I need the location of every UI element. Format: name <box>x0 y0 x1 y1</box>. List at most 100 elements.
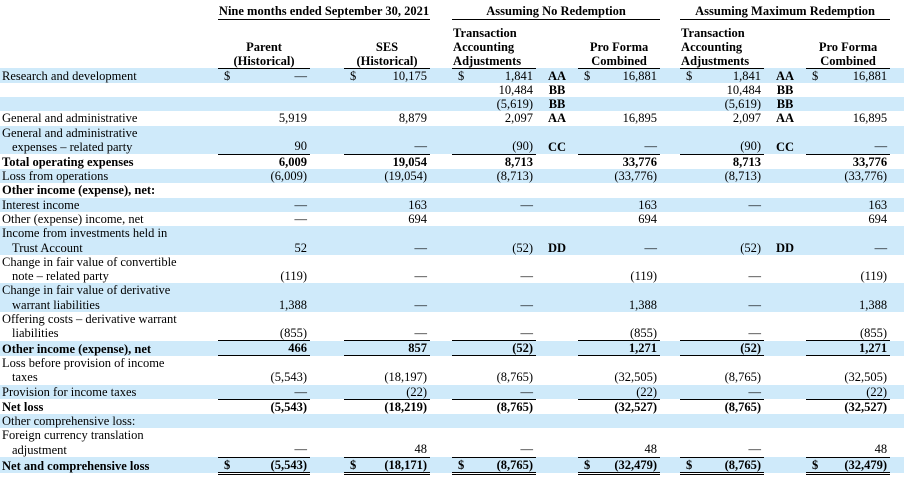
cell-proforma-1-dollar <box>578 97 597 112</box>
column-gap <box>660 183 680 197</box>
scenario-no-redemption-header: Assuming No Redemption <box>452 0 661 20</box>
right-margin-spacer <box>890 83 904 97</box>
cell-adjustments-1-dollar: $ <box>452 68 473 83</box>
adjustment-ref-1 <box>536 312 578 341</box>
cell-ses-dollar <box>344 83 362 97</box>
cell-adjustments-2: (8,765) <box>700 457 765 475</box>
adjustment-ref-2 <box>764 384 807 400</box>
cell-proforma-2-dollar <box>806 255 824 284</box>
right-margin-spacer <box>890 384 904 400</box>
cell-adjustments-1: — <box>472 312 537 342</box>
cell-parent: 5,919 <box>278 111 307 126</box>
cell-adjustments-1-dollar <box>452 428 473 458</box>
column-gap <box>430 255 452 284</box>
cell-proforma-1: 16,895 <box>622 111 658 126</box>
cell-adjustments-1-dollar <box>452 111 472 125</box>
cell-proforma-2: 48 <box>824 428 891 458</box>
cell-parent: — <box>240 197 310 212</box>
column-gap <box>430 457 453 474</box>
cell-proforma-2-dollar <box>806 414 825 429</box>
cell-adjustments-1: — <box>472 428 537 458</box>
cell-adjustments-2-dollar <box>680 183 700 197</box>
column-gap <box>430 97 453 112</box>
cell-adjustments-1: — <box>472 283 537 313</box>
cell-parent-dollar <box>218 183 240 197</box>
right-margin-spacer <box>890 183 904 197</box>
cell-parent-dollar <box>218 414 240 429</box>
row-label: General and administrative expenses – rel… <box>0 125 218 155</box>
adjustment-ref-2: DD <box>764 226 807 255</box>
column-gap <box>310 457 344 474</box>
table-row: Net loss (5,543) (18,219) (8,765) (32,527) (8… <box>0 399 904 414</box>
cell-proforma-2-dollar <box>806 183 824 197</box>
cell-proforma-1: (32,479) <box>596 457 661 475</box>
header-label-spacer <box>0 19 218 68</box>
cell-parent-dollar <box>218 154 240 169</box>
cell-proforma-1: 33,776 <box>622 154 658 169</box>
column-gap <box>310 83 344 97</box>
column-gap <box>310 197 344 212</box>
adjustment-ref-2 <box>764 356 806 385</box>
adjustment-ref-1 <box>536 154 578 169</box>
cell-proforma-2: (22) <box>824 384 891 400</box>
adjustment-ref-2: CC <box>764 125 807 155</box>
cell-adjustments-1: — <box>520 269 534 284</box>
cell-proforma-2-dollar <box>806 154 824 169</box>
adjustment-ref-2: AA <box>764 68 807 83</box>
adjustment-ref-2 <box>764 428 806 457</box>
cell-ses: — <box>362 226 431 255</box>
cell-adjustments-2: — <box>748 269 762 284</box>
right-margin-spacer <box>890 226 904 255</box>
cell-proforma-2-dollar <box>806 356 824 385</box>
adjustments-header-1: Transaction Accounting Adjustments <box>452 19 537 69</box>
adjustment-ref-2 <box>764 399 806 414</box>
ref-column-spacer <box>764 19 806 68</box>
column-gap <box>660 154 680 169</box>
column-gap <box>660 97 681 112</box>
cell-parent-dollar <box>218 312 240 342</box>
column-gap <box>430 83 452 97</box>
cell-proforma-1-dollar <box>578 255 596 284</box>
column-gap <box>660 312 680 341</box>
cell-proforma-1: — <box>596 226 661 255</box>
cell-parent: 466 <box>240 340 310 357</box>
period-header: Nine months ended September 30, 2021 <box>218 0 431 20</box>
column-gap <box>310 154 344 169</box>
cell-parent-dollar <box>218 428 240 458</box>
cell-adjustments-1-dollar <box>452 97 473 112</box>
column-gap <box>430 0 452 19</box>
table-row: Research and development $ — $10,175 $1,841 A… <box>0 68 904 83</box>
cell-adjustments-2-dollar <box>680 169 701 184</box>
column-gap <box>310 212 344 226</box>
column-gap <box>310 399 344 414</box>
adjustment-ref-2 <box>764 154 806 169</box>
adjustment-ref-2 <box>764 312 806 341</box>
cell-ses: (18,219) <box>384 399 428 414</box>
cell-proforma-2-dollar <box>806 212 824 226</box>
column-gap <box>660 226 681 255</box>
cell-parent-dollar <box>218 340 240 357</box>
column-gap <box>310 312 344 341</box>
scenario-max-redemption-header: Assuming Maximum Redemption <box>680 0 891 20</box>
cell-parent-dollar <box>218 212 240 226</box>
column-gap <box>660 399 680 414</box>
column-gap <box>430 212 452 226</box>
table-row: Other comprehensive loss: <box>0 414 904 429</box>
column-gap <box>430 197 453 212</box>
cell-parent-dollar: $ <box>218 68 240 83</box>
cell-proforma-2-dollar <box>806 384 825 400</box>
adjustment-ref-1 <box>536 197 579 212</box>
cell-adjustments-2: (8,713) <box>700 169 765 184</box>
cell-adjustments-2: (52) <box>700 340 765 357</box>
column-gap <box>660 197 681 212</box>
cell-ses: — <box>362 312 431 342</box>
right-margin-spacer <box>890 283 904 313</box>
table-row: Provision for income taxes — (22) — (22) — (22… <box>0 384 904 400</box>
cell-ses: 694 <box>408 211 428 226</box>
cell-proforma-1: 16,881 <box>596 68 661 83</box>
cell-adjustments-2-dollar <box>680 356 700 385</box>
adjustment-ref-1 <box>536 212 578 226</box>
column-gap <box>310 19 344 68</box>
